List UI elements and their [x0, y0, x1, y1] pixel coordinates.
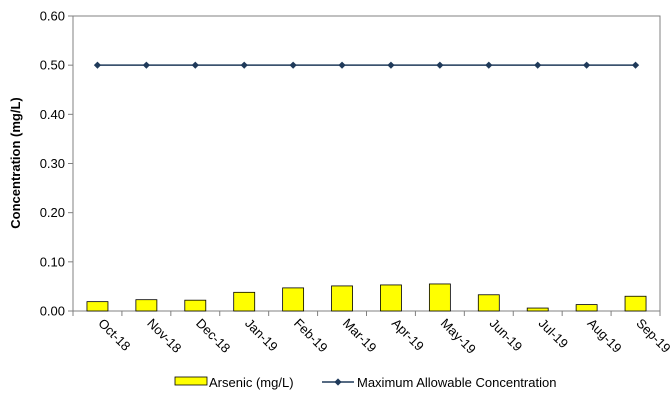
line-marker-diamond	[240, 61, 248, 69]
y-axis: 0.00 0.10 0.20 0.30 0.40 0.50 0.60	[40, 9, 73, 319]
line-marker-diamond	[534, 61, 542, 69]
x-tick-label: Nov-18	[144, 316, 184, 356]
y-tick-label: 0.20	[40, 205, 65, 220]
line-series-max-allowable	[93, 61, 640, 69]
line-marker-diamond	[436, 61, 444, 69]
bar-arsenic	[184, 299, 207, 312]
legend-label-arsenic: Arsenic (mg/L)	[209, 375, 294, 390]
x-tick-label: Jun-19	[487, 316, 526, 355]
plot-frame	[72, 15, 661, 312]
line-marker-diamond	[485, 61, 493, 69]
x-tick-label: Mar-19	[340, 316, 380, 356]
line-marker-diamond	[631, 61, 640, 69]
y-axis-title: Concentration (mg/L)	[8, 97, 23, 228]
x-tick-label: Jan-19	[242, 316, 281, 355]
x-axis: Oct-18 Nov-18 Dec-18 Jan-19 Feb-19 Mar-19 Apr-…	[72, 311, 671, 357]
y-tick-label: 0.40	[40, 107, 65, 122]
plot-area: 0.00 0.10 0.20 0.30 0.40 0.50 0.60 Oct-18 Nov-1…	[40, 9, 671, 357]
x-tick-label: Oct-18	[95, 316, 133, 354]
legend-label-max-allowable: Maximum Allowable Concentration	[357, 375, 556, 390]
legend-marker-diamond	[334, 378, 342, 386]
bar-series-arsenic	[86, 283, 647, 312]
bar-arsenic	[380, 284, 402, 312]
bar-arsenic	[526, 307, 549, 312]
legend: Arsenic (mg/L) Maximum Allowable Concentr…	[174, 375, 556, 390]
bar-arsenic	[135, 299, 158, 312]
bar-arsenic	[331, 285, 353, 312]
line-marker-diamond	[583, 61, 591, 69]
bar-arsenic	[624, 295, 647, 312]
line-marker-diamond	[387, 61, 395, 69]
bar-arsenic	[477, 294, 500, 312]
x-tick-label: Apr-19	[389, 316, 427, 354]
bar-arsenic	[86, 301, 109, 312]
line-marker-diamond	[289, 61, 297, 69]
line-marker-diamond	[191, 61, 199, 69]
x-tick-label: Dec-18	[193, 316, 233, 356]
bar-arsenic	[575, 304, 598, 312]
y-tick-label: 0.30	[40, 156, 65, 171]
line-marker-diamond	[93, 61, 102, 69]
line-marker-diamond	[338, 61, 346, 69]
legend-swatch-arsenic	[174, 376, 208, 386]
y-tick-label: 0.10	[40, 254, 65, 269]
line-marker-diamond	[142, 61, 150, 69]
bar-arsenic	[428, 283, 451, 312]
x-tick-label: May-19	[438, 316, 479, 357]
x-tick-label: Feb-19	[291, 316, 331, 356]
x-tick-label: Sep-19	[633, 316, 671, 356]
bar-arsenic	[282, 287, 305, 312]
y-tick-label: 0.50	[40, 58, 65, 73]
x-tick-label: Jul-19	[536, 316, 572, 352]
bar-arsenic	[233, 291, 256, 312]
y-tick-label: 0.60	[40, 9, 65, 24]
y-tick-label: 0.00	[40, 304, 65, 319]
x-tick-label: Aug-19	[585, 316, 625, 356]
